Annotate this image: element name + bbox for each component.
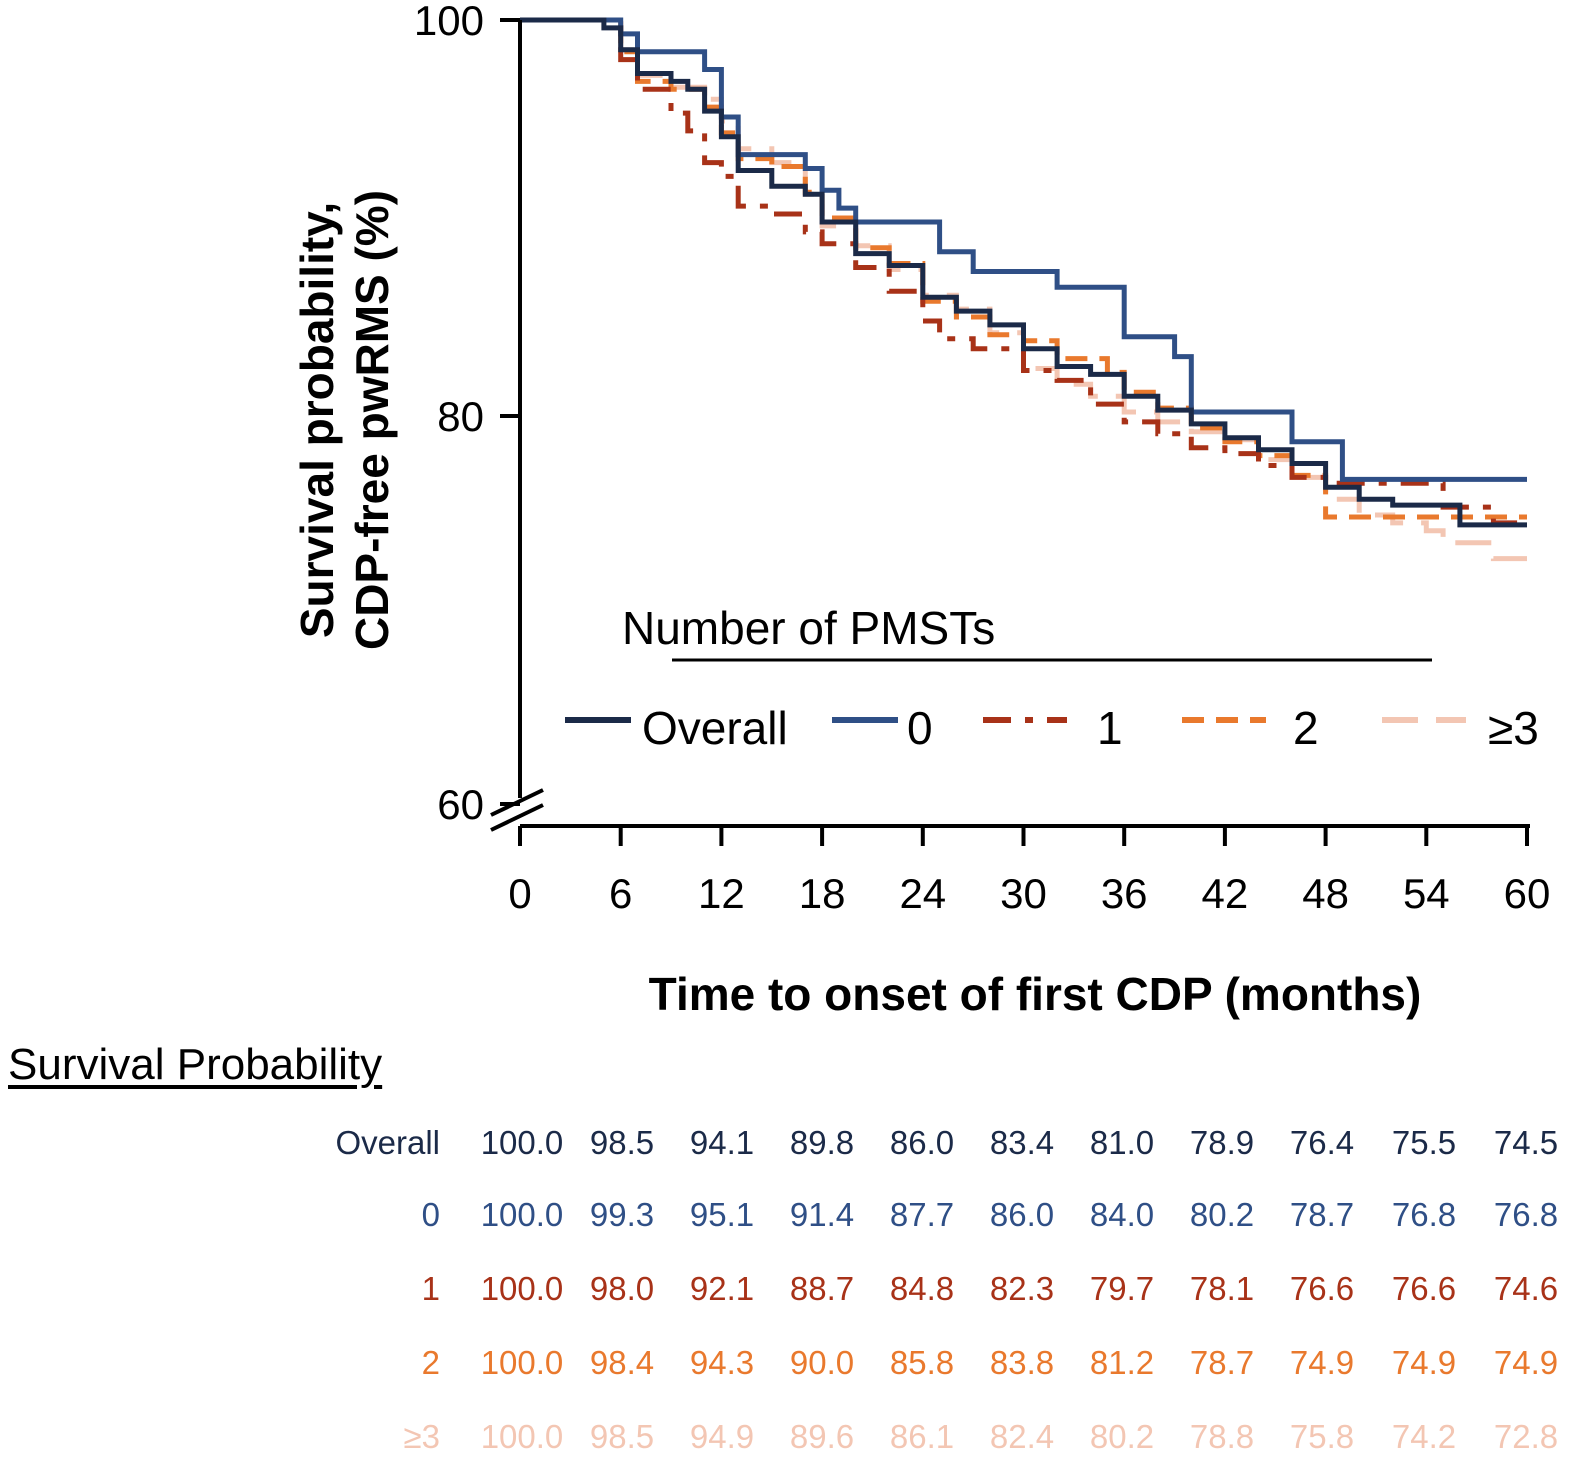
- y-tick-label: 80: [437, 393, 484, 440]
- survival-value: 80.2: [1089, 1418, 1155, 1455]
- survival-value: 91.4: [789, 1196, 855, 1233]
- series-line-2: [520, 17, 1527, 520]
- survival-value: 100.0: [480, 1270, 564, 1307]
- survival-value: 74.6: [1493, 1270, 1559, 1307]
- legend-label-2: 2: [1293, 702, 1319, 754]
- survival-row-label: ≥3: [403, 1418, 440, 1455]
- survival-value: 78.8: [1189, 1418, 1255, 1455]
- legend-label-0: 0: [907, 702, 933, 754]
- survival-value: 78.9: [1189, 1124, 1255, 1161]
- survival-value: 92.1: [689, 1270, 755, 1307]
- survival-value: 72.8: [1493, 1418, 1559, 1455]
- survival-table-row: 2 100.0 98.4 94.3 90.0 85.8 83.8 81.2 78.7 74.9 74…: [0, 1344, 1595, 1404]
- series-line-0: [520, 17, 1527, 482]
- x-tick-label: 54: [1403, 870, 1450, 917]
- legend-label-gte3: ≥3: [1488, 702, 1539, 754]
- y-tick-label: 100: [414, 0, 484, 44]
- survival-value: 89.8: [789, 1124, 855, 1161]
- survival-value: 83.4: [989, 1124, 1055, 1161]
- survival-table-row: 0 100.0 99.3 95.1 91.4 87.7 86.0 84.0 80.2 78.7 76…: [0, 1196, 1595, 1256]
- series-line-1: [520, 17, 1527, 526]
- survival-value: 86.0: [889, 1124, 955, 1161]
- survival-value: 75.8: [1289, 1418, 1355, 1455]
- survival-value: 88.7: [789, 1270, 855, 1307]
- legend-title: Number of PMSTs: [622, 602, 995, 654]
- survival-value: 98.0: [589, 1270, 655, 1307]
- legend-items: Overall 0 1 2 ≥3: [565, 702, 1539, 754]
- survival-table-row: 1 100.0 98.0 92.1 88.7 84.8 82.3 79.7 78.1 76.6 76…: [0, 1270, 1595, 1330]
- x-axis-label: Time to onset of first CDP (months): [649, 968, 1422, 1020]
- legend: Number of PMSTs Overall 0 1 2 ≥3: [565, 602, 1539, 754]
- survival-value: 94.9: [689, 1418, 755, 1455]
- x-tick-label: 60: [1504, 870, 1551, 917]
- x-tick-label: 6: [609, 870, 632, 917]
- survival-value: 74.2: [1391, 1418, 1457, 1455]
- survival-value: 85.8: [889, 1344, 955, 1381]
- survival-value: 81.2: [1089, 1344, 1155, 1381]
- survival-table-row: ≥3 100.0 98.5 94.9 89.6 86.1 82.4 80.2 78.8 75.8 7…: [0, 1418, 1595, 1478]
- survival-value: 76.6: [1391, 1270, 1457, 1307]
- survival-value: 86.0: [989, 1196, 1055, 1233]
- survival-value: 74.9: [1391, 1344, 1457, 1381]
- series-layer: [520, 17, 1527, 562]
- survival-value: 100.0: [480, 1344, 564, 1381]
- survival-value: 78.7: [1189, 1344, 1255, 1381]
- survival-row-label: Overall: [335, 1124, 440, 1161]
- survival-row-label: 1: [421, 1270, 440, 1307]
- survival-value: 87.7: [889, 1196, 955, 1233]
- x-tick-label: 18: [799, 870, 846, 917]
- survival-value: 79.7: [1089, 1270, 1155, 1307]
- survival-value: 98.4: [589, 1344, 655, 1381]
- survival-value: 86.1: [889, 1418, 955, 1455]
- survival-row-label: 2: [421, 1344, 440, 1381]
- survival-value: 78.7: [1289, 1196, 1355, 1233]
- x-tick-label: 0: [508, 870, 531, 917]
- x-tick-label: 48: [1302, 870, 1349, 917]
- legend-label-Overall: Overall: [642, 702, 788, 754]
- survival-value: 76.6: [1289, 1270, 1355, 1307]
- survival-value: 84.0: [1089, 1196, 1155, 1233]
- x-tick-label: 12: [698, 870, 745, 917]
- survival-value: 82.3: [989, 1270, 1055, 1307]
- survival-value: 89.6: [789, 1418, 855, 1455]
- x-tick-label: 24: [899, 870, 946, 917]
- survival-value: 78.1: [1189, 1270, 1255, 1307]
- survival-value: 98.5: [589, 1418, 655, 1455]
- survival-value: 75.5: [1391, 1124, 1457, 1161]
- y-axis-label: CDP-free pwRMS (%): [346, 190, 398, 650]
- survival-table-title: Survival Probability: [8, 1040, 383, 1089]
- survival-value: 74.9: [1493, 1344, 1559, 1381]
- survival-value: 82.4: [989, 1418, 1055, 1455]
- survival-value: 76.4: [1289, 1124, 1355, 1161]
- x-tick-label: 30: [1000, 870, 1047, 917]
- survival-value: 98.5: [589, 1124, 655, 1161]
- survival-value: 100.0: [480, 1196, 564, 1233]
- axis-break-mark: [490, 803, 544, 832]
- survival-value: 94.3: [689, 1344, 755, 1381]
- series-line-Overall: [520, 17, 1527, 528]
- survival-value: 83.8: [989, 1344, 1055, 1381]
- survival-value: 80.2: [1189, 1196, 1255, 1233]
- y-axis-label: Survival probability,: [291, 202, 343, 638]
- survival-value: 90.0: [789, 1344, 855, 1381]
- survival-value: 100.0: [480, 1124, 564, 1161]
- x-tick-label: 42: [1202, 870, 1249, 917]
- legend-label-1: 1: [1097, 702, 1123, 754]
- survival-value: 95.1: [689, 1196, 755, 1233]
- y-tick-label: 60: [437, 781, 484, 828]
- survival-value: 100.0: [480, 1418, 564, 1455]
- survival-table-row: Overall 100.0 98.5 94.1 89.8 86.0 83.4 81.0 78.9…: [0, 1124, 1595, 1184]
- survival-value: 74.5: [1493, 1124, 1559, 1161]
- survival-value: 94.1: [689, 1124, 755, 1161]
- survival-row-label: 0: [421, 1196, 440, 1233]
- survival-value: 76.8: [1391, 1196, 1457, 1233]
- survival-value: 81.0: [1089, 1124, 1155, 1161]
- survival-value: 84.8: [889, 1270, 955, 1307]
- survival-value: 76.8: [1493, 1196, 1559, 1233]
- survival-value: 99.3: [589, 1196, 655, 1233]
- x-tick-label: 36: [1101, 870, 1148, 917]
- survival-value: 74.9: [1289, 1344, 1355, 1381]
